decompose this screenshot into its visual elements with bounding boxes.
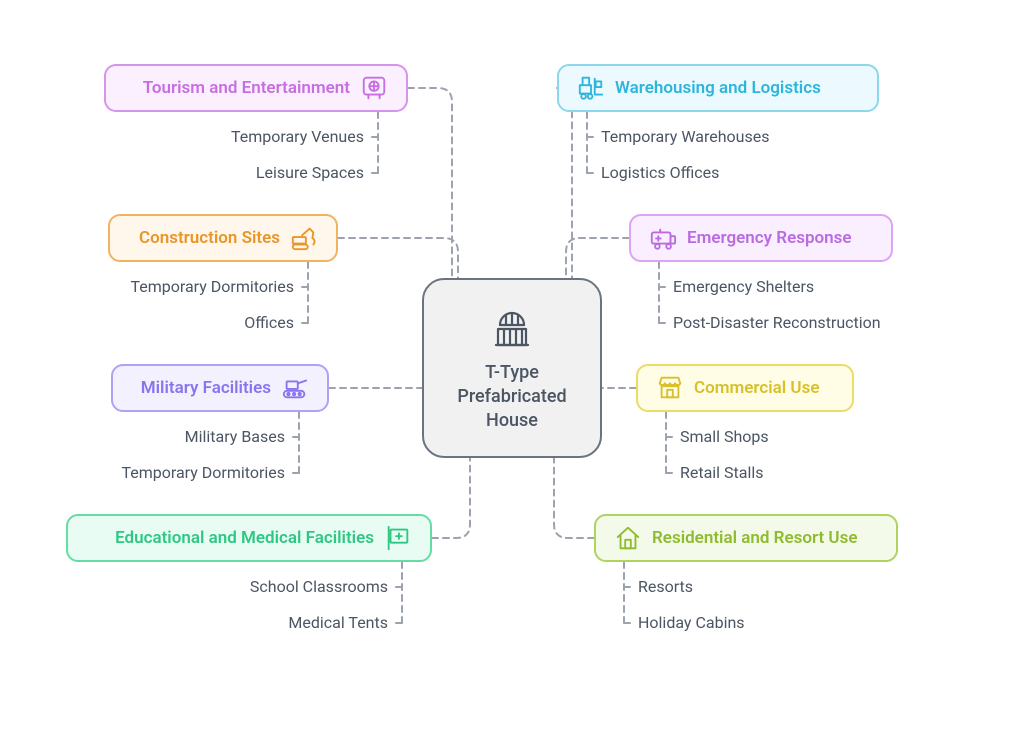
center-label: T-Type Prefabricated House [438, 361, 586, 434]
branch-label: Emergency Response [687, 228, 852, 248]
sub-military-1: Temporary Dormitories [121, 463, 285, 482]
sub-tourism-0: Temporary Venues [231, 127, 364, 146]
branch-label: Military Facilities [141, 378, 271, 398]
excavator-icon [290, 224, 318, 252]
branch-label: Residential and Resort Use [652, 528, 857, 548]
center-node: T-Type Prefabricated House [422, 278, 602, 458]
branch-military: Military Facilities [111, 364, 329, 412]
sub-construction-1: Offices [244, 313, 294, 332]
sub-education-1: Medical Tents [288, 613, 388, 632]
ferris-wheel-icon [360, 74, 388, 102]
ambulance-icon [649, 224, 677, 252]
branch-commercial: Commercial Use [636, 364, 854, 412]
branch-label: Construction Sites [139, 228, 280, 248]
branch-label: Tourism and Entertainment [143, 78, 350, 98]
branch-warehouse: Warehousing and Logistics [557, 64, 879, 112]
sub-commercial-0: Small Shops [680, 427, 769, 446]
medical-sign-icon [384, 524, 412, 552]
sub-commercial-1: Retail Stalls [680, 463, 764, 482]
sub-residential-0: Resorts [638, 577, 693, 596]
house-icon [614, 524, 642, 552]
sub-tourism-1: Leisure Spaces [256, 163, 364, 182]
sub-construction-0: Temporary Dormitories [130, 277, 294, 296]
sub-emergency-0: Emergency Shelters [673, 277, 814, 296]
sub-residential-1: Holiday Cabins [638, 613, 745, 632]
sub-military-0: Military Bases [185, 427, 285, 446]
mindmap-stage: T-Type Prefabricated House Tourism and E… [0, 0, 1024, 745]
branch-label: Educational and Medical Facilities [115, 528, 374, 548]
branch-tourism: Tourism and Entertainment [104, 64, 408, 112]
forklift-icon [577, 74, 605, 102]
branch-construction: Construction Sites [108, 214, 338, 262]
branch-label: Commercial Use [694, 378, 819, 398]
branch-education: Educational and Medical Facilities [66, 514, 432, 562]
shop-icon [656, 374, 684, 402]
branch-label: Warehousing and Logistics [615, 78, 821, 98]
branch-residential: Residential and Resort Use [594, 514, 898, 562]
branch-emergency: Emergency Response [629, 214, 893, 262]
building-icon [488, 303, 536, 351]
tank-icon [281, 374, 309, 402]
sub-warehouse-0: Temporary Warehouses [601, 127, 769, 146]
sub-warehouse-1: Logistics Offices [601, 163, 719, 182]
sub-emergency-1: Post-Disaster Reconstruction [673, 313, 881, 332]
sub-education-0: School Classrooms [250, 577, 388, 596]
